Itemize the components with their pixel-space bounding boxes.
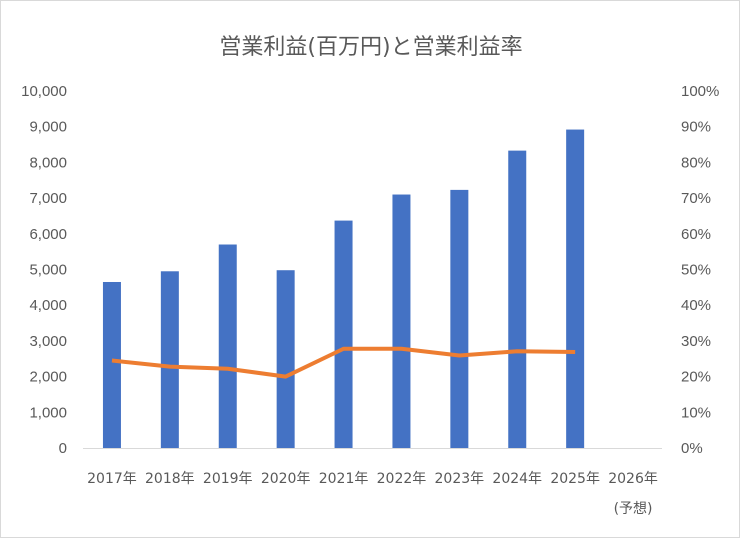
x-tick-sublabel: (予想) (614, 501, 653, 517)
y2-tick-label: 60% (681, 226, 711, 243)
y2-tick-label: 0% (681, 440, 703, 457)
y-tick-label: 7,000 (29, 190, 67, 207)
y-tick-label: 8,000 (29, 154, 67, 171)
bar (566, 129, 585, 448)
y-tick-label: 5,000 (29, 262, 67, 279)
x-tick-label: 2017年 (87, 471, 137, 487)
y2-tick-label: 80% (681, 154, 711, 171)
y2-tick-label: 90% (681, 119, 711, 136)
chart-title: 営業利益(百万円)と営業利益率 (219, 35, 523, 60)
bar (160, 271, 179, 448)
x-tick-label: 2023年 (435, 471, 485, 487)
y2-tick-label: 70% (681, 190, 711, 207)
bar (276, 270, 295, 448)
x-tick-label: 2019年 (203, 471, 253, 487)
x-axis-ticks: 2017年 2018年 2019年 2020年 2021年 2022年 2023年 2024年… (87, 471, 658, 517)
y-tick-label: 10,000 (21, 83, 67, 100)
bar (450, 189, 469, 448)
x-tick-label: 2018年 (145, 471, 195, 487)
x-tick-label: 2025年 (550, 471, 600, 487)
y-tick-label: 6,000 (29, 226, 67, 243)
y2-tick-label: 30% (681, 333, 711, 350)
bar (102, 281, 121, 448)
x-tick-label: 2020年 (261, 471, 311, 487)
y2-tick-label: 20% (681, 369, 711, 386)
y-tick-label: 2,000 (29, 369, 67, 386)
y-tick-label: 3,000 (29, 333, 67, 350)
x-tick-label: 2026年 (608, 471, 658, 487)
y2-tick-label: 10% (681, 404, 711, 421)
y2-tick-label: 50% (681, 262, 711, 279)
right-axis-ticks: 0% 10% 20% 30% 40% 50% 60% 70% 80% 90% 100% (681, 83, 719, 457)
bar (334, 220, 353, 448)
y-tick-label: 9,000 (29, 119, 67, 136)
rate-line (111, 346, 576, 379)
bar-series (102, 129, 585, 448)
left-axis-ticks: 0 1,000 2,000 3,000 4,000 5,000 6,000 7,000 8,00… (21, 83, 67, 457)
bar (508, 150, 527, 448)
y-tick-label: 4,000 (29, 297, 67, 314)
y2-tick-label: 40% (681, 297, 711, 314)
y-tick-label: 0 (59, 440, 67, 457)
y-tick-label: 1,000 (29, 404, 67, 421)
bar (218, 244, 237, 448)
x-tick-label: 2021年 (319, 471, 369, 487)
x-tick-label: 2024年 (492, 471, 542, 487)
x-tick-label: 2022年 (377, 471, 427, 487)
y2-tick-label: 100% (681, 83, 719, 100)
bar (392, 194, 411, 448)
